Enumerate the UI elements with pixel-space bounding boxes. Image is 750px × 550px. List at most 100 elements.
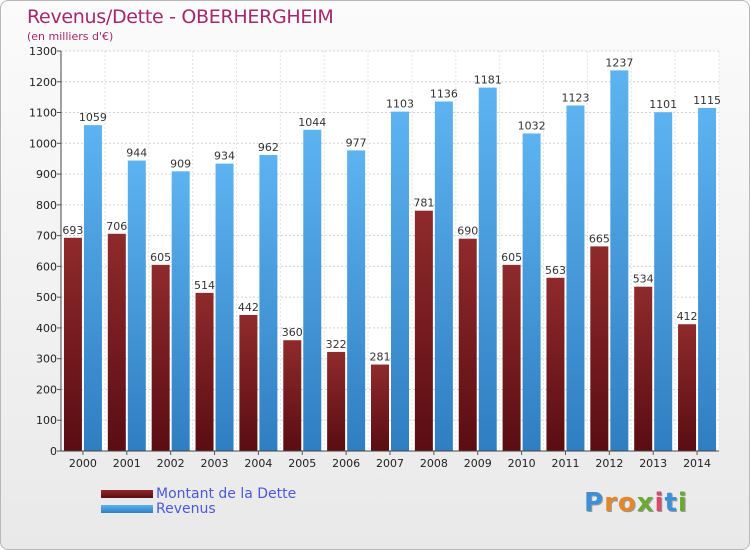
plot-area: [61, 51, 719, 451]
x-tick-label-2014: 2014: [683, 457, 711, 470]
value-label-dette-2009: 690: [457, 225, 478, 238]
value-label-dette-2011: 563: [545, 264, 566, 277]
value-label-dette-2004: 442: [238, 301, 259, 314]
y-tick-label: 1100: [29, 107, 57, 120]
legend-swatch-revenus: [101, 505, 153, 513]
logo-letter: i: [677, 488, 688, 518]
x-tick-label-2003: 2003: [201, 457, 229, 470]
x-tick-label-2001: 2001: [113, 457, 141, 470]
x-tick-label-2011: 2011: [551, 457, 579, 470]
x-tick-label-2010: 2010: [508, 457, 536, 470]
value-label-dette-2010: 605: [501, 251, 522, 264]
value-label-revenus-2001: 944: [126, 147, 147, 160]
value-label-revenus-2007: 1103: [386, 98, 414, 111]
value-label-dette-2000: 693: [62, 224, 83, 237]
legend-swatch-dette: [101, 490, 153, 498]
value-label-revenus-2008: 1136: [430, 87, 458, 100]
value-label-dette-2001: 706: [106, 220, 127, 233]
y-tick-label: 0: [50, 445, 57, 458]
x-tick-label-2005: 2005: [288, 457, 316, 470]
bar-revenus-2010: [522, 133, 541, 451]
bar-dette-2003: [195, 292, 214, 451]
y-tick-label: 800: [36, 199, 57, 212]
x-tick-label-2012: 2012: [595, 457, 623, 470]
value-label-dette-2005: 360: [282, 326, 303, 339]
x-tick-label-2008: 2008: [420, 457, 448, 470]
logo-letter: r: [604, 488, 618, 518]
value-label-dette-2003: 514: [194, 279, 215, 292]
x-tick-label-2007: 2007: [376, 457, 404, 470]
value-label-revenus-2014: 1115: [693, 94, 721, 107]
legend-label-dette: Montant de la Dette: [156, 486, 297, 502]
value-label-dette-2006: 322: [326, 338, 347, 351]
value-label-dette-2013: 534: [633, 273, 654, 286]
bar-revenus-2013: [654, 112, 673, 451]
y-tick-label: 300: [36, 353, 57, 366]
bar-revenus-2005: [303, 129, 322, 451]
y-tick-label: 1200: [29, 76, 57, 89]
bar-dette-2002: [151, 264, 170, 451]
bar-revenus-2007: [391, 111, 409, 451]
bar-revenus-2012: [610, 70, 629, 451]
bar-dette-2001: [107, 233, 126, 451]
logo-letter: t: [664, 488, 678, 518]
value-label-revenus-2010: 1032: [518, 119, 546, 132]
bar-revenus-2009: [478, 87, 497, 451]
bar-dette-2006: [327, 351, 346, 451]
chart-subtitle: (en milliers d'€): [27, 30, 114, 43]
bar-dette-2005: [283, 340, 302, 451]
value-label-revenus-2013: 1101: [649, 98, 677, 111]
value-label-revenus-2002: 909: [170, 157, 191, 170]
value-label-dette-2007: 281: [370, 351, 391, 364]
value-label-dette-2014: 412: [677, 310, 698, 323]
value-label-revenus-2009: 1181: [474, 74, 502, 87]
bar-revenus-2011: [566, 105, 585, 451]
bar-revenus-2003: [215, 163, 234, 451]
bar-dette-2004: [239, 315, 258, 451]
y-tick-label: 600: [36, 260, 57, 273]
value-label-revenus-2003: 934: [214, 150, 235, 163]
x-tick-label-2004: 2004: [244, 457, 272, 470]
bar-revenus-2008: [434, 101, 453, 451]
chart-title: Revenus/Dette - OBERHERGHEIM: [27, 6, 334, 28]
bar-dette-2011: [546, 277, 565, 451]
x-tick-label-2013: 2013: [639, 457, 667, 470]
bar-revenus-2001: [127, 160, 146, 452]
value-label-revenus-2012: 1237: [605, 56, 633, 69]
y-tick-label: 1300: [29, 45, 57, 58]
y-tick-label: 900: [36, 168, 57, 181]
logo-letter: P: [584, 488, 605, 518]
bar-dette-2013: [634, 286, 653, 451]
value-label-revenus-2004: 962: [258, 141, 279, 154]
value-label-dette-2008: 781: [413, 197, 434, 210]
x-tick-label-2009: 2009: [464, 457, 492, 470]
x-tick-label-2006: 2006: [332, 457, 360, 470]
y-tick-label: 200: [36, 383, 57, 396]
value-label-revenus-2006: 977: [346, 136, 367, 149]
value-label-dette-2012: 665: [589, 232, 610, 245]
bar-revenus-2014: [698, 107, 717, 451]
y-tick-label: 400: [36, 322, 57, 335]
proxiti-logo: Proxiti: [584, 488, 688, 518]
value-label-revenus-2005: 1044: [298, 116, 326, 129]
x-tick-label-2002: 2002: [157, 457, 185, 470]
legend-label-revenus: Revenus: [156, 501, 216, 517]
bar-dette-2012: [590, 246, 609, 451]
y-tick-label: 500: [36, 291, 57, 304]
y-tick-label: 1000: [29, 137, 57, 150]
bar-dette-2009: [458, 238, 477, 451]
value-label-dette-2002: 605: [150, 251, 171, 264]
value-label-revenus-2000: 1059: [79, 111, 107, 124]
bar-dette-2000: [63, 237, 82, 451]
y-tick-label: 700: [36, 230, 57, 243]
bar-dette-2010: [502, 264, 521, 451]
bar-revenus-2004: [259, 155, 278, 451]
value-label-revenus-2011: 1123: [561, 91, 589, 104]
bar-dette-2014: [678, 324, 697, 451]
logo-letter: x: [636, 488, 655, 518]
bar-revenus-2000: [83, 125, 102, 452]
bar-dette-2008: [414, 210, 433, 451]
x-tick-label-2000: 2000: [69, 457, 97, 470]
